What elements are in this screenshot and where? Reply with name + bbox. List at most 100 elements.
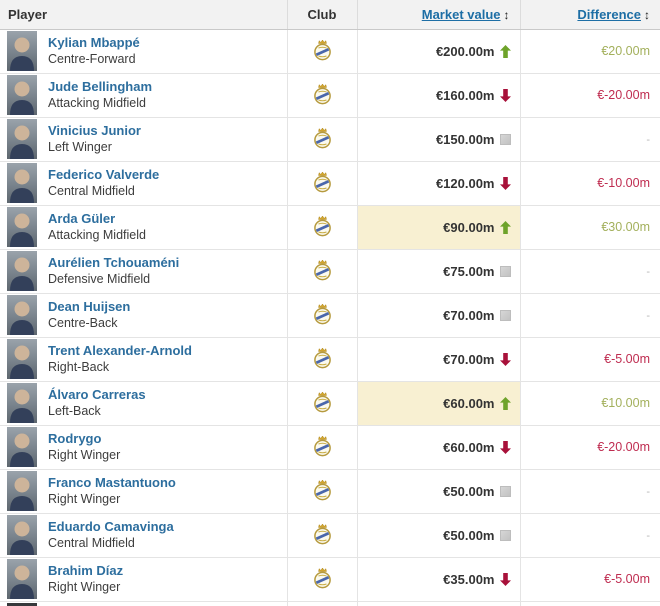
real-madrid-crest-icon[interactable] xyxy=(313,83,331,108)
real-madrid-crest-icon[interactable] xyxy=(313,171,331,196)
table-row: Federico Valverde Central Midfield xyxy=(0,161,660,206)
player-photo[interactable] xyxy=(7,251,37,291)
difference-value: - xyxy=(646,486,650,498)
real-madrid-crest-icon[interactable] xyxy=(313,567,331,592)
player-cell: Eduardo Camavinga Central Midfield xyxy=(0,513,287,558)
player-position: Right-Back xyxy=(48,360,110,374)
market-value-cell: €35.00m xyxy=(356,557,520,602)
real-madrid-crest-icon[interactable] xyxy=(313,435,331,460)
player-name-link[interactable]: Kylian Mbappé xyxy=(48,35,140,50)
player-name-link[interactable]: Rodrygo xyxy=(48,431,102,446)
player-name-link[interactable]: Jude Bellingham xyxy=(48,79,153,94)
player-name-link[interactable]: Arda Güler xyxy=(48,211,116,226)
trend-neutral-icon xyxy=(500,309,511,321)
difference-cell: €10.00m xyxy=(519,381,660,426)
player-avatar-placeholder xyxy=(10,213,34,247)
player-cell: Trent Alexander-Arnold Right-Back xyxy=(0,337,287,382)
trend-neutral-icon xyxy=(500,265,511,277)
table-row: Vinicius Junior Left Winger xyxy=(0,117,660,162)
player-photo[interactable] xyxy=(7,31,37,71)
real-madrid-crest-icon[interactable] xyxy=(313,479,331,504)
player-avatar-placeholder xyxy=(10,37,34,71)
market-value: €200.00m xyxy=(435,43,495,59)
player-position: Centre-Back xyxy=(48,316,118,330)
difference-value: €10.00m xyxy=(601,396,650,410)
trend-indicator xyxy=(500,308,512,322)
table-row: Jude Bellingham Attacking Midfield xyxy=(0,73,660,118)
player-position: Centre-Forward xyxy=(48,52,136,66)
player-position: Left Winger xyxy=(48,140,112,154)
table-row: Trent Alexander-Arnold Right-Back xyxy=(0,337,660,382)
club-cell xyxy=(286,513,357,558)
market-value-cell: €150.00m xyxy=(356,117,520,162)
market-value-cell: €60.00m xyxy=(356,381,520,426)
player-photo[interactable] xyxy=(7,207,37,247)
real-madrid-crest-icon[interactable] xyxy=(313,303,331,328)
player-cell: Franco Mastantuono Right Winger xyxy=(0,469,287,514)
player-cell: Aurélien Tchouaméni Defensive Midfield xyxy=(0,249,287,294)
real-madrid-crest-icon[interactable] xyxy=(313,259,331,284)
trend-neutral-icon xyxy=(500,529,511,541)
player-avatar-placeholder xyxy=(10,565,34,599)
sort-updown-icon[interactable]: ↕ xyxy=(644,7,650,22)
player-photo[interactable] xyxy=(7,339,37,379)
player-name-link[interactable]: Eduardo Camavinga xyxy=(48,519,174,534)
table-row: Kylian Mbappé Centre-Forward xyxy=(0,29,660,74)
player-name-link[interactable]: Brahim Díaz xyxy=(48,563,124,578)
player-cell: Vinicius Junior Left Winger xyxy=(0,117,287,162)
player-position: Right Winger xyxy=(48,580,121,594)
market-value: €50.00m xyxy=(443,527,495,543)
player-photo[interactable] xyxy=(7,559,37,599)
player-cell: Arda Güler Attacking Midfield xyxy=(0,205,287,250)
player-name-link[interactable]: Federico Valverde xyxy=(48,167,160,182)
player-name-link[interactable]: Vinicius Junior xyxy=(48,123,141,138)
difference-sort-link[interactable]: Difference xyxy=(577,6,641,22)
player-name-link[interactable]: Dean Huijsen xyxy=(48,299,131,314)
club-cell xyxy=(286,557,357,602)
trend-up-icon xyxy=(500,220,511,234)
real-madrid-crest-icon[interactable] xyxy=(313,391,331,416)
table-row: Dean Huijsen Centre-Back xyxy=(0,293,660,338)
player-name-link[interactable]: Trent Alexander-Arnold xyxy=(48,343,192,358)
difference-cell: €-5.00m xyxy=(519,337,660,382)
trend-up-icon xyxy=(500,44,511,58)
table-row: Brahim Díaz Right Winger xyxy=(0,557,660,602)
column-header-difference: Difference ↕ xyxy=(519,0,660,30)
player-cell: Federico Valverde Central Midfield xyxy=(0,161,287,206)
player-photo[interactable] xyxy=(7,119,37,159)
market-value: €160.00m xyxy=(435,87,495,103)
trend-down-icon xyxy=(500,88,511,102)
player-photo[interactable] xyxy=(7,295,37,335)
real-madrid-crest-icon[interactable] xyxy=(313,215,331,240)
player-photo[interactable] xyxy=(7,427,37,467)
real-madrid-crest-icon[interactable] xyxy=(313,39,331,64)
player-photo[interactable] xyxy=(7,603,37,606)
market-value-cell: €50.00m xyxy=(356,469,520,514)
player-photo[interactable] xyxy=(7,75,37,115)
player-name-link[interactable]: Aurélien Tchouaméni xyxy=(48,255,180,270)
trend-indicator xyxy=(500,264,512,278)
player-name-link[interactable]: Álvaro Carreras xyxy=(48,387,146,402)
player-photo[interactable] xyxy=(7,383,37,423)
real-madrid-crest-icon[interactable] xyxy=(313,347,331,372)
real-madrid-crest-icon[interactable] xyxy=(313,523,331,548)
player-photo[interactable] xyxy=(7,515,37,555)
sort-updown-icon[interactable]: ↕ xyxy=(503,7,510,22)
player-position: Attacking Midfield xyxy=(48,228,146,242)
real-madrid-crest-icon[interactable] xyxy=(313,127,331,152)
difference-cell: €-20.00m xyxy=(519,73,660,118)
market-value-cell: €75.00m xyxy=(356,249,520,294)
club-cell xyxy=(286,293,357,338)
market-value: €35.00m xyxy=(443,571,495,587)
difference-value: €-10.00m xyxy=(597,176,650,190)
market-value: €70.00m xyxy=(443,351,495,367)
table-row: Álvaro Carreras Left-Back xyxy=(0,381,660,426)
player-name-link[interactable]: Franco Mastantuono xyxy=(48,475,176,490)
trend-neutral-icon xyxy=(500,133,511,145)
club-cell xyxy=(286,161,357,206)
player-photo[interactable] xyxy=(7,163,37,203)
player-photo[interactable] xyxy=(7,471,37,511)
player-avatar-placeholder xyxy=(10,125,34,159)
market-value-sort-link[interactable]: Market value xyxy=(421,6,501,22)
